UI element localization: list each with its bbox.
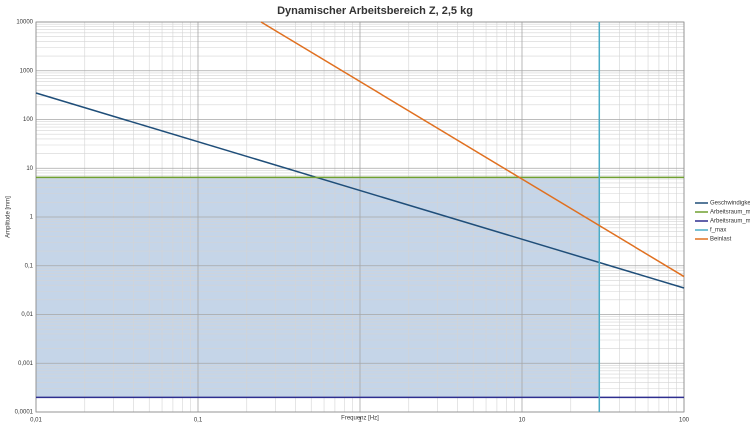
y-tick-label: 0,001 [18,361,34,367]
legend-label: Arbeitsraum_min [710,219,750,225]
legend-label: Geschwindigkeit [710,201,750,207]
legend-label: Arbeitsraum_max [710,210,750,216]
plot-frame [35,21,685,413]
chart-title: Dynamischer Arbeitsbereich Z, 2,5 kg [277,5,473,17]
y-tick-label: 10 [26,166,33,172]
x-tick-label: 100 [679,418,690,424]
y-tick-label: 0,01 [21,312,33,318]
y-tick-label: 0,1 [25,263,34,269]
y-tick-label: 1000 [20,68,34,74]
y-tick-label: 0,0001 [15,410,34,416]
x-tick-label: 0,1 [194,418,203,424]
x-axis-label: Frequenz [Hz] [341,416,379,422]
x-tick-label: 1 [358,418,362,424]
y-tick-label: 10000 [16,20,33,26]
x-tick-label: 0,01 [30,418,42,424]
y-tick-label: 1 [30,215,34,221]
legend-label: f_max [710,228,726,234]
y-tick-label: 100 [23,117,34,123]
y-axis-label: Amplitude [mm] [6,196,12,238]
series-line [260,21,685,278]
x-tick-label: 10 [519,418,526,424]
working-area [36,177,600,398]
legend-label: Beinlast [710,237,732,243]
series-line [35,92,685,289]
